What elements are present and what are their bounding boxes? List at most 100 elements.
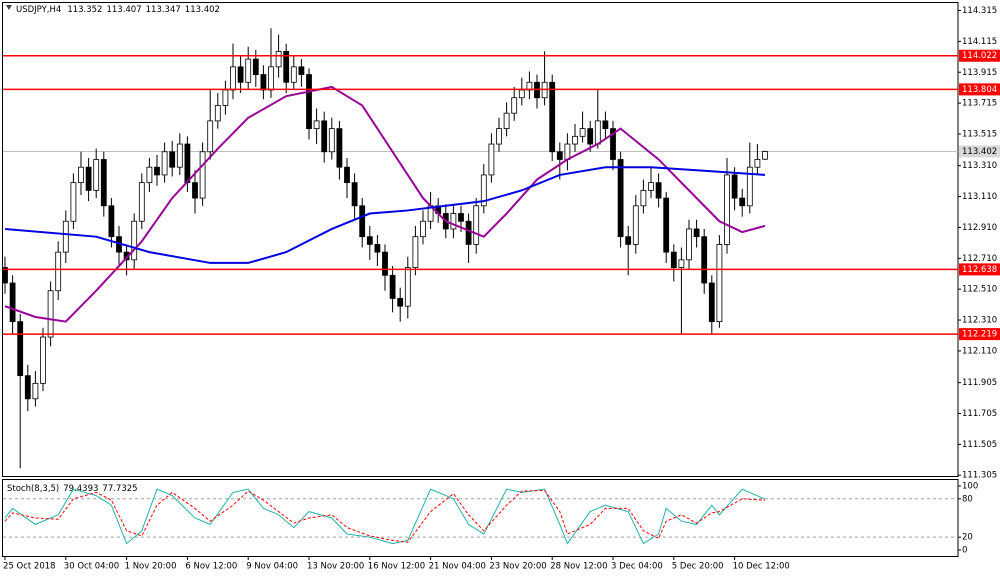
candle-body: [518, 89, 525, 99]
stoch-main-last: 79.4393: [63, 484, 98, 494]
candle-body: [655, 182, 662, 199]
x-tick-label: 10 Dec 12:00: [733, 562, 790, 572]
y-tick-label: 111.505: [962, 440, 997, 450]
candle-body: [207, 120, 214, 153]
candle-body: [716, 244, 723, 323]
candle-body: [184, 143, 191, 184]
y-tick-label: 112.910: [962, 223, 997, 233]
level-label-box: [959, 83, 1000, 96]
x-tick-label: 21 Nov 04:00: [429, 562, 486, 572]
candle-body: [693, 228, 700, 238]
candle-body: [146, 166, 153, 184]
price-label-box: [959, 145, 1000, 158]
candle-body: [192, 182, 198, 199]
candle-body: [473, 205, 480, 245]
candle-body: [678, 259, 685, 268]
stoch-line: [4, 488, 766, 545]
candle-body: [480, 174, 487, 207]
candle-body: [78, 166, 84, 184]
candle-body: [237, 66, 244, 83]
candle-body: [632, 205, 639, 245]
level-label-box: [959, 49, 1000, 62]
x-tick-label: 28 Nov 12:00: [550, 562, 607, 572]
candle-body: [640, 189, 647, 207]
stoch-name: Stoch(8,3,5): [7, 484, 59, 494]
candle-body: [161, 151, 168, 176]
y-tick-label: 80: [962, 494, 973, 504]
candle-body: [404, 267, 411, 307]
chart-header: USDJPY,H4 113.352 113.407 113.347 113.402: [16, 5, 220, 15]
candle-body: [762, 151, 768, 160]
x-tick-label: 25 Oct 2018: [3, 562, 56, 572]
candle-body: [587, 128, 594, 145]
candle-body: [283, 51, 290, 83]
candle-body: [724, 174, 730, 245]
candle-body: [176, 143, 183, 168]
y-tick-label: 111.305: [962, 471, 997, 481]
candle-body: [648, 182, 654, 191]
level-label: 112.219: [962, 330, 997, 340]
level-label: 114.022: [962, 51, 997, 61]
candle-body: [2, 267, 8, 284]
candle-body: [199, 151, 206, 199]
y-tick-label: 0: [962, 545, 967, 555]
candle-body: [62, 220, 69, 253]
candle-body: [412, 236, 419, 268]
candle-body: [313, 120, 320, 130]
candle-body: [214, 105, 221, 122]
candle-body: [70, 182, 77, 222]
candle-body: [579, 128, 586, 137]
y-tick-label: 113.515: [962, 130, 997, 140]
candle-body: [344, 166, 350, 184]
last-close: 113.402: [185, 5, 220, 15]
last-low: 113.347: [146, 5, 181, 15]
y-tick-label: 113.715: [962, 99, 997, 109]
candle-body: [321, 120, 328, 153]
x-tick-label: 6 Nov 12:00: [185, 562, 237, 572]
candle-body: [245, 58, 252, 83]
candle-body: [602, 120, 609, 130]
candle-body: [93, 159, 100, 191]
candle-body: [100, 159, 107, 207]
y-tick-label: 112.510: [962, 285, 997, 295]
candle-body: [382, 251, 388, 276]
x-tick-label: 5 Dec 20:00: [672, 562, 724, 572]
candle-body: [131, 220, 138, 261]
candle-body: [754, 159, 761, 168]
candle-body: [328, 128, 335, 153]
x-tick-label: 23 Nov 20:00: [489, 562, 546, 572]
level-label: 113.804: [962, 85, 997, 95]
candle-body: [450, 213, 457, 230]
moving-average: [4, 166, 766, 264]
candle-body: [625, 236, 632, 245]
candle-body: [708, 282, 715, 323]
candle-body: [564, 143, 571, 160]
candle-body: [55, 251, 62, 292]
y-tick-label: 113.110: [962, 192, 997, 202]
last-high: 113.407: [106, 5, 141, 15]
y-tick-label: 100: [962, 481, 978, 491]
candle-body: [275, 51, 282, 68]
candle-body: [572, 135, 578, 145]
candle-body: [336, 128, 343, 168]
candle-body: [252, 58, 259, 75]
x-tick-label: 9 Nov 04:00: [246, 562, 298, 572]
y-tick-label: 20: [962, 533, 973, 543]
candle-body: [397, 298, 404, 307]
y-tick-label: 113.915: [962, 68, 997, 78]
candle-body: [85, 166, 92, 191]
candle-body: [154, 166, 160, 176]
price-frame: [2, 2, 959, 477]
candle-body: [488, 143, 495, 176]
candle-body: [169, 151, 176, 168]
candle-body: [9, 282, 16, 323]
candle-body: [670, 251, 677, 268]
candle-body: [268, 66, 274, 91]
level-label-box: [959, 263, 1000, 276]
candle-body: [458, 213, 464, 222]
y-tick-label: 113.310: [962, 161, 997, 171]
x-tick-label: 30 Oct 04:00: [64, 562, 119, 572]
candle-body: [496, 128, 502, 145]
candle-body: [686, 228, 692, 261]
